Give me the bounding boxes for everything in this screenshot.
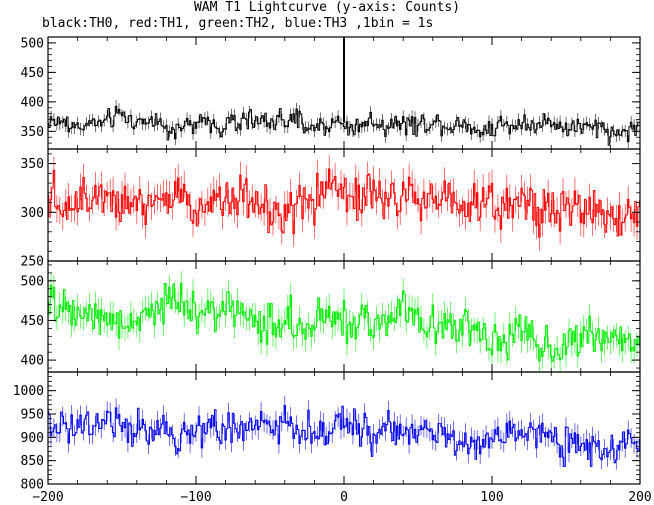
chart-subtitle: black:TH0, red:TH1, green:TH2, blue:TH3 …: [42, 16, 434, 31]
y-tick-label: 500: [21, 36, 44, 51]
y-tick-label: 500: [21, 274, 44, 289]
x-tick-label: −100: [180, 490, 211, 505]
y-tick-label: 900: [21, 431, 44, 446]
x-tick-label: −200: [32, 490, 63, 505]
y-tick-label: 450: [21, 66, 44, 81]
y-tick-label: 400: [21, 95, 44, 110]
y-tick-label: 800: [21, 478, 44, 493]
x-tick-label: 0: [340, 490, 348, 505]
series-th1-line: [48, 168, 640, 238]
series-th2-errorbars: [47, 271, 641, 372]
series-th3-errorbars: [47, 395, 641, 470]
y-tick-label: 350: [21, 157, 44, 172]
series-th1-errorbars: [47, 155, 641, 251]
x-tick-label: 200: [628, 490, 651, 505]
y-tick-label: 450: [21, 314, 44, 329]
y-tick-label: 1000: [13, 384, 44, 399]
chart-title: WAM T1 Lightcurve (y-axis: Counts): [193, 0, 461, 15]
y-tick-label: 850: [21, 454, 44, 469]
x-tick-label: 100: [480, 490, 503, 505]
y-tick-label: 300: [21, 206, 44, 221]
y-tick-label: 250: [21, 255, 44, 270]
y-tick-label: 950: [21, 408, 44, 423]
y-tick-label: 400: [21, 354, 44, 369]
series-th0-line: [48, 105, 640, 146]
y-tick-label: 350: [21, 125, 44, 140]
